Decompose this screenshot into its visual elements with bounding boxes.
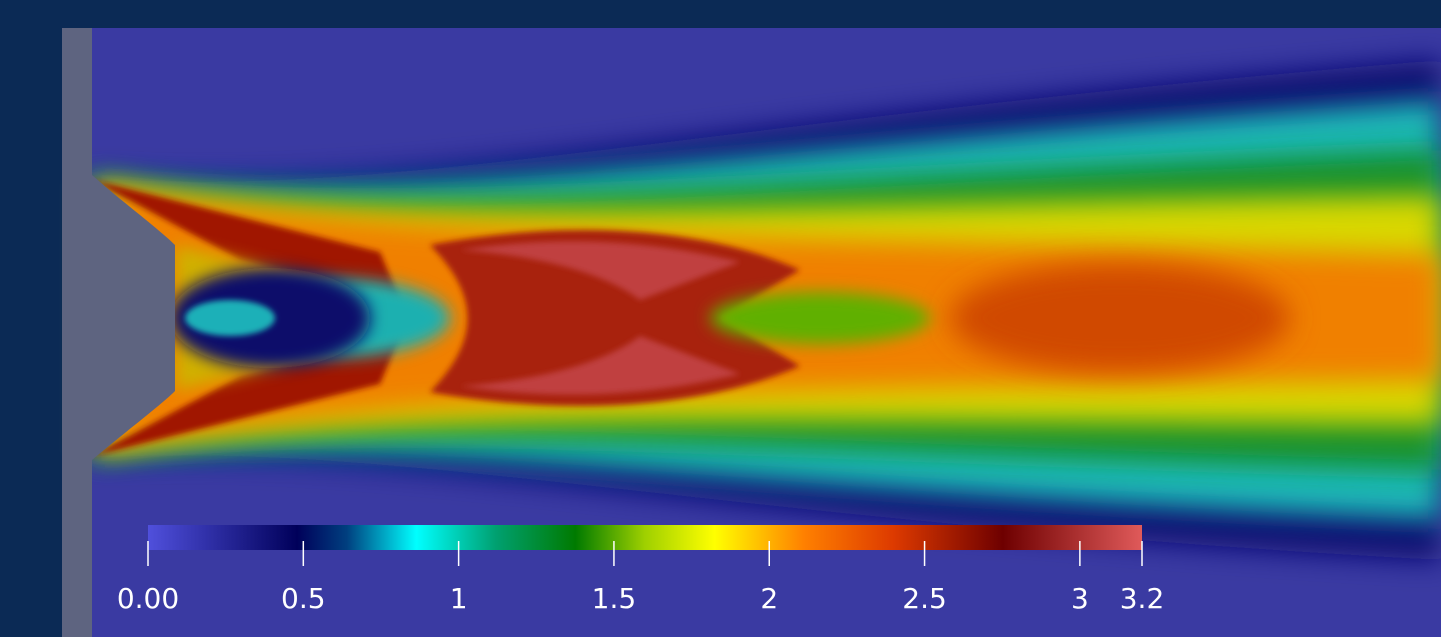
colorbar-tick-label: 0.00 — [117, 582, 179, 615]
colorbar-tick-label: 2.5 — [902, 582, 947, 615]
colorbar-tick-label: 1 — [450, 582, 468, 615]
colorbar-tick-label: 3.2 — [1120, 582, 1165, 615]
flow-field-view: 0.00 0.5 1 1.5 2 2.5 3 3.2 — [0, 0, 1441, 637]
colorbar-tick-label: 2 — [760, 582, 778, 615]
colorbar-tick-label: 1.5 — [592, 582, 637, 615]
colorbar-tick-label: 0.5 — [281, 582, 326, 615]
colorbar-tick-label: 3 — [1071, 582, 1089, 615]
colorbar-gradient — [148, 525, 1142, 550]
